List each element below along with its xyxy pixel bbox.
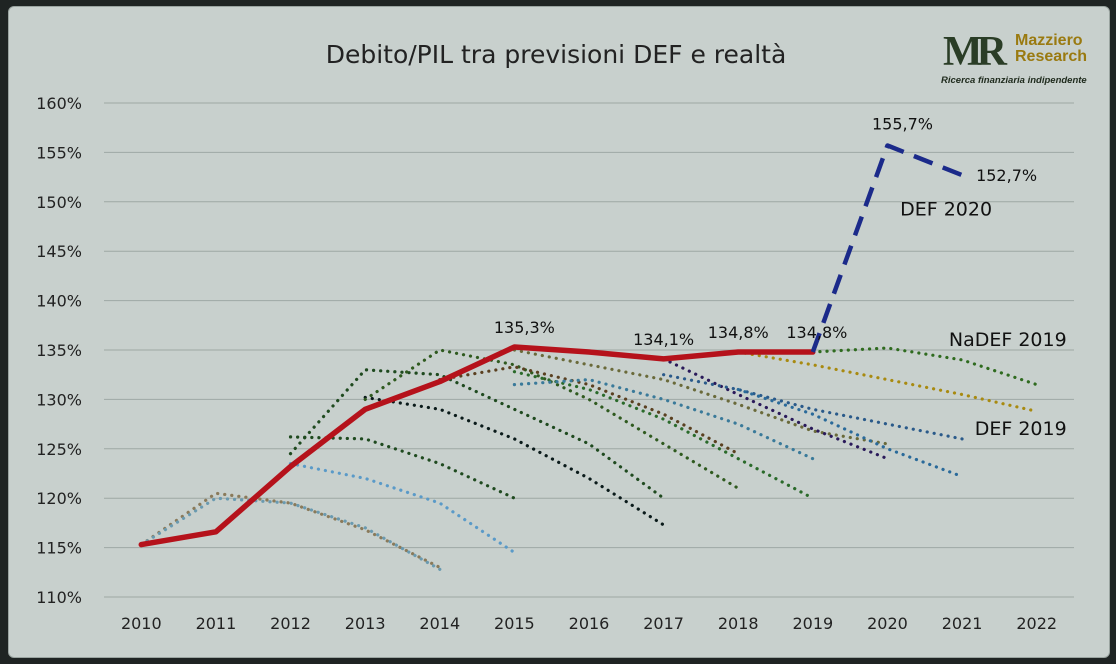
series-line-forecast-dotted [512,378,815,461]
x-tick-label: 2011 [196,614,237,633]
y-tick-label: 120% [36,489,82,508]
y-tick-label: 130% [36,390,82,409]
logo-name: Mazziero Research [1015,33,1087,65]
series-line-forecast-dotted [363,348,740,490]
line-chart: Debito/PIL tra previsioni DEF e realtà 1… [36,40,1074,633]
y-tick-label: 140% [36,292,82,311]
y-tick-label: 125% [36,440,82,459]
series-line-forecast-dotted [661,373,964,441]
x-tick-label: 2016 [569,614,610,633]
series-labels: DEF 2020 NaDEF 2019 DEF 2019 [900,199,1067,440]
data-label: 134,8% [708,323,769,342]
y-tick-label: 150% [36,193,82,212]
logo-mark: MR [943,29,1007,75]
series-line-forecast-dotted [512,348,890,446]
y-tick-label: 115% [36,539,82,558]
series-line-forecast-dotted [139,496,442,571]
chart-frame: Debito/PIL tra previsioni DEF e realtà 1… [8,6,1110,658]
logo-name-line2: Research [1015,48,1088,65]
series-line-forecast-dashed [810,143,963,353]
data-label: 152,7% [976,166,1037,185]
data-label: 134,8% [786,323,847,342]
logo-tagline: Ricerca finanziaria indipendente [941,75,1087,86]
series-name-label: DEF 2020 [900,199,992,221]
y-axis-ticks: 110% 115% 120% 125% 130% 135% 140% 145% 150% 155%… [36,94,82,607]
x-tick-label: 2017 [643,614,684,633]
series-line-forecast-dotted [438,365,740,456]
series-name-label: NaDEF 2019 [949,329,1067,351]
logo: MR Mazziero Research Ricerca finanziaria… [941,29,1101,91]
chart-title: Debito/PIL tra previsioni DEF e realtà [326,40,787,69]
x-tick-label: 2019 [792,614,833,633]
y-tick-label: 145% [36,242,82,261]
series-line-forecast-dotted [363,395,666,527]
y-tick-label: 135% [36,341,82,360]
x-tick-label: 2010 [121,614,162,633]
logo-name-line1: Mazziero [1015,32,1083,49]
x-tick-label: 2020 [867,614,908,633]
data-label: 134,1% [633,330,694,349]
x-tick-label: 2013 [345,614,386,633]
series-line-actual [138,344,816,548]
series-line-forecast-dotted [288,435,516,500]
series-line-forecast-dotted [661,357,890,461]
y-tick-label: 160% [36,94,82,113]
x-tick-label: 2018 [718,614,759,633]
data-labels: 135,3% 134,1% 134,8% 134,8% 155,7% 152,7% [494,114,1037,348]
x-tick-label: 2022 [1016,614,1057,633]
series-line-forecast-dotted [736,387,964,479]
x-tick-label: 2015 [494,614,535,633]
x-tick-label: 2021 [942,614,983,633]
x-tick-label: 2014 [419,614,460,633]
series-line-forecast-dotted [736,350,1039,413]
series-line-forecast-dotted [811,346,1039,387]
series-name-label: DEF 2019 [975,418,1067,440]
series-lines [138,143,1039,571]
x-tick-label: 2012 [270,614,311,633]
series-line-forecast-dotted [288,368,666,500]
data-label: 135,3% [494,318,555,337]
y-tick-label: 155% [36,143,82,162]
data-label: 155,7% [872,114,933,133]
series-line-forecast-dotted [512,370,815,500]
series-line-forecast-dotted [288,462,516,555]
y-tick-label: 110% [36,588,82,607]
x-axis-ticks: 2010 2011 2012 2013 2014 2015 2016 2017 2018 2019… [121,614,1057,633]
